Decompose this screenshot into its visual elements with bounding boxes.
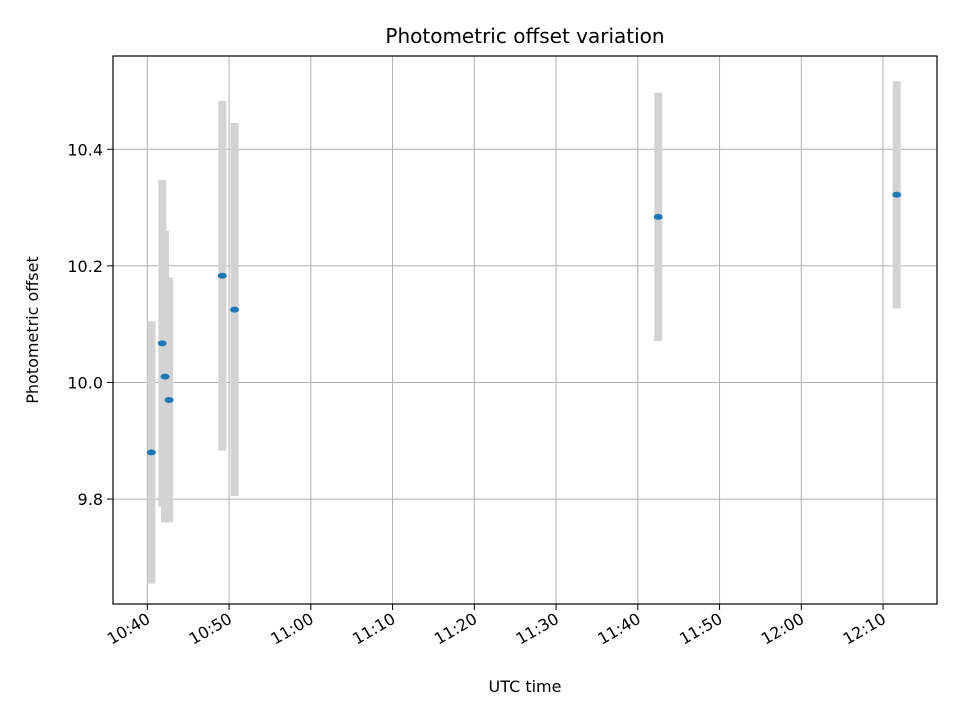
grid <box>113 56 937 604</box>
x-tick-label: 11:50 <box>676 609 725 649</box>
x-tick-label: 10:50 <box>186 609 235 649</box>
x-tick-label: 11:10 <box>349 609 398 649</box>
data-point <box>160 373 170 380</box>
plot-frame <box>112 55 938 605</box>
chart-title: Photometric offset variation <box>385 24 664 48</box>
x-axis-label: UTC time <box>489 677 562 696</box>
x-tick-label: 11:30 <box>513 609 562 649</box>
y-tick-label: 9.8 <box>78 490 103 509</box>
error-bars <box>147 81 901 584</box>
x-tick-label: 12:00 <box>758 609 807 649</box>
y-tick-label: 10.2 <box>67 257 103 276</box>
y-tick-label: 10.0 <box>67 373 103 392</box>
y-tick-label: 10.4 <box>67 140 103 159</box>
data-point <box>653 213 663 220</box>
y-axis-label: Photometric offset <box>23 256 42 404</box>
x-tick-label: 11:00 <box>267 609 316 649</box>
data-point <box>230 306 240 313</box>
data-point <box>164 396 174 403</box>
data-point <box>157 340 167 347</box>
x-tick-label: 12:10 <box>840 609 889 649</box>
data-point <box>217 272 227 279</box>
x-axis: 10:40 10:50 11:00 11:10 11:20 11:30 11:40 11:50… <box>104 604 889 649</box>
x-tick-label: 10:40 <box>104 609 153 649</box>
x-tick-label: 11:20 <box>431 609 480 649</box>
data-point <box>146 449 156 456</box>
x-tick-label: 11:40 <box>594 609 643 649</box>
y-axis: 9.8 10.0 10.2 10.4 <box>67 140 113 509</box>
data-point <box>892 191 902 198</box>
data-points <box>146 191 902 456</box>
